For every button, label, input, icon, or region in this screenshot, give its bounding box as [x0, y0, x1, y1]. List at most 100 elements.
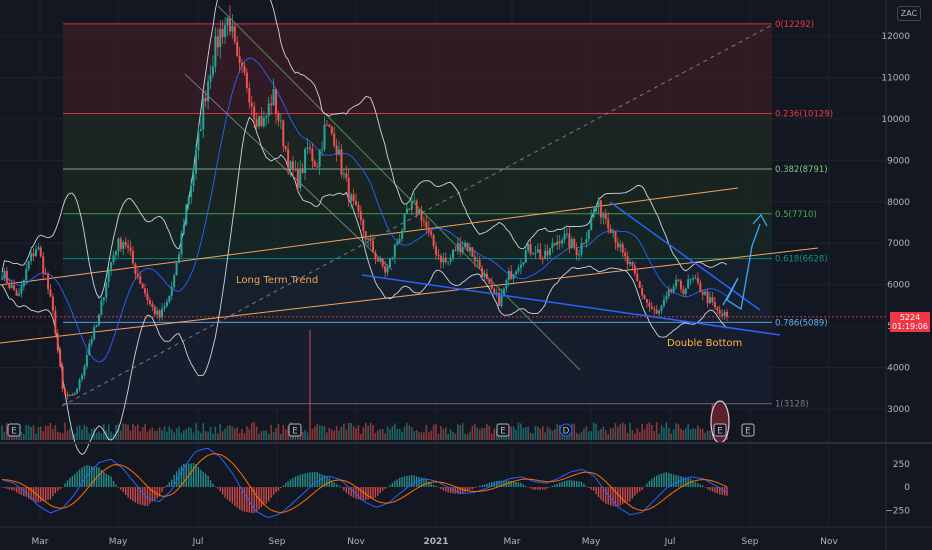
volume-bar	[255, 426, 258, 440]
candle-body	[238, 56, 241, 63]
macd-histogram-bar	[132, 487, 134, 502]
candle-body	[682, 289, 685, 294]
candle-body	[3, 270, 6, 279]
volume-bar	[39, 426, 42, 440]
macd-histogram-bar	[37, 487, 40, 503]
macd-histogram-bar	[238, 487, 241, 510]
macd-histogram-bar	[566, 480, 568, 487]
candle-body	[692, 278, 695, 280]
symbol-tag[interactable]: ZAC	[897, 6, 921, 21]
event-marker[interactable]: E	[713, 423, 727, 437]
macd-histogram-bar	[401, 477, 403, 487]
macd-histogram-bar	[527, 487, 529, 488]
macd-histogram-bar	[575, 481, 578, 487]
candle-body	[464, 242, 467, 248]
volume-bar	[568, 431, 571, 440]
fib-level-label: 0.618(6628)	[775, 255, 828, 265]
volume-bar	[170, 429, 173, 440]
candle-body	[485, 273, 488, 279]
candle-body	[689, 279, 692, 281]
volume-bar	[117, 424, 120, 440]
macd-histogram-bar	[459, 487, 461, 495]
macd-histogram-bar	[447, 487, 449, 493]
volume-bar	[520, 423, 522, 440]
event-marker-label: E	[500, 427, 506, 437]
time-axis[interactable]: Mar May Jul Sep Nov 2021 Mar May Jul Sep Nov	[32, 537, 839, 547]
volume-bar	[301, 431, 304, 440]
candle-body	[621, 244, 624, 253]
volume-bar	[309, 330, 311, 440]
volume-bar	[394, 423, 396, 440]
event-marker[interactable]: E	[741, 423, 755, 437]
macd-histogram-bar	[93, 466, 95, 487]
candle-body	[401, 230, 404, 239]
volume-bar	[139, 431, 142, 440]
fib-level-label: 0(12292)	[775, 20, 814, 30]
event-marker[interactable]: E	[288, 423, 302, 437]
macd-histogram-bar	[272, 487, 275, 495]
volume-bar	[333, 431, 335, 440]
candle-body	[105, 282, 108, 298]
volume-bar	[544, 432, 546, 440]
macd-histogram-bar	[287, 480, 289, 487]
macd-histogram-bar	[297, 475, 299, 487]
macd-histogram-bar	[510, 480, 512, 487]
candle-body	[54, 310, 57, 334]
macd-histogram-bar	[219, 487, 221, 492]
candle-body	[684, 288, 687, 294]
macd-histogram-bar	[588, 487, 590, 489]
macd-histogram-bar	[284, 482, 287, 487]
volume-bar	[510, 426, 512, 440]
macd-histogram-bar	[391, 482, 394, 487]
candle-body	[90, 339, 93, 344]
candle-body	[599, 200, 602, 218]
macd-histogram-bar	[396, 479, 398, 487]
volume-bar	[200, 432, 202, 440]
macd-histogram-bar	[435, 485, 437, 487]
candle-body	[226, 17, 229, 26]
candle-body	[294, 168, 297, 171]
volume-bar	[224, 428, 226, 440]
candle-body	[42, 256, 45, 274]
volume-bar	[706, 430, 709, 440]
time-tick-label: Sep	[269, 537, 286, 547]
volume-bar	[646, 423, 648, 440]
event-marker[interactable]: D	[559, 423, 573, 437]
volume-bar	[238, 432, 241, 440]
macd-histogram-bar	[23, 487, 25, 497]
macd-histogram-bar	[81, 467, 83, 487]
macd-histogram-bar	[580, 481, 583, 487]
volume-bar	[709, 430, 711, 440]
volume-bar	[73, 433, 76, 440]
volume-bar	[408, 425, 411, 440]
candle-body	[597, 200, 600, 207]
macd-histogram-bar	[449, 487, 452, 493]
macd-histogram-bar	[54, 487, 57, 494]
candle-body	[374, 252, 377, 260]
macd-histogram-bar	[551, 485, 554, 487]
candle-body	[415, 200, 418, 215]
candle-body	[182, 224, 185, 234]
volume-bar	[362, 427, 365, 440]
event-marker[interactable]: E	[7, 423, 21, 437]
candle-body	[316, 166, 319, 168]
candle-body	[71, 394, 74, 396]
volume-bar	[32, 425, 35, 440]
volume-bar	[168, 426, 171, 440]
candle-body	[15, 290, 18, 296]
macd-histogram-bar	[316, 472, 318, 487]
candle-body	[561, 239, 564, 244]
candle-body	[219, 29, 222, 48]
time-tick-label: May	[582, 537, 601, 547]
candle-body	[602, 214, 605, 218]
bar-countdown: 01:19:06	[892, 322, 928, 331]
volume-bar	[461, 423, 464, 440]
candle-body	[427, 227, 430, 232]
macd-histogram-bar	[47, 487, 49, 501]
macd-histogram-bar	[192, 463, 195, 487]
event-marker[interactable]: E	[496, 423, 510, 437]
volume-bar	[195, 423, 197, 440]
candle-body	[570, 239, 573, 248]
